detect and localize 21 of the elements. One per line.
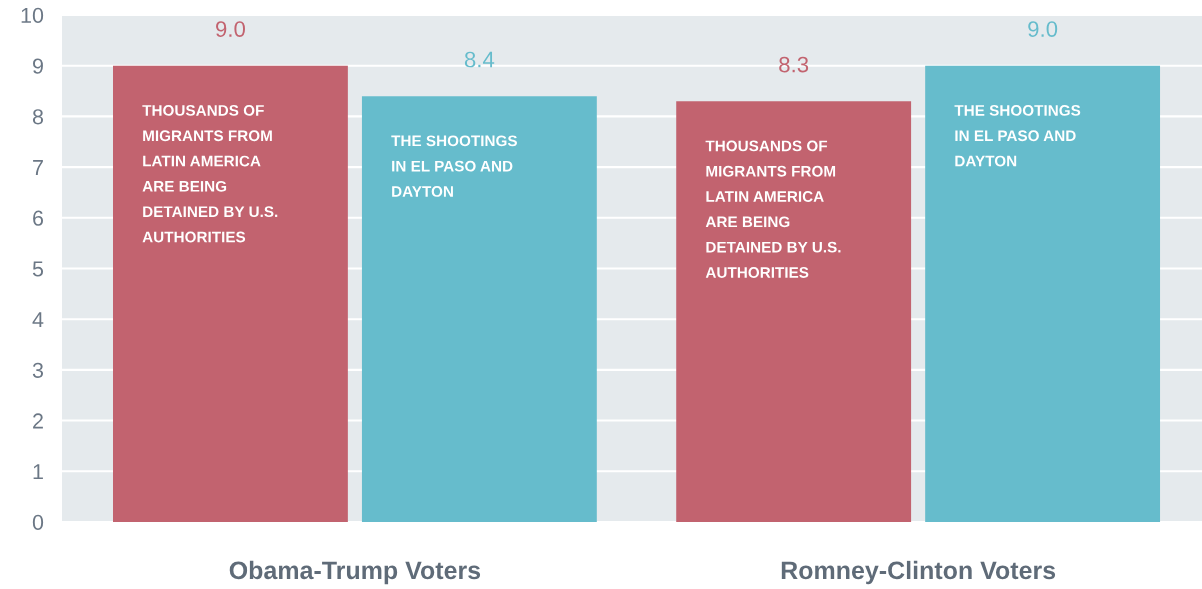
y-tick-label: 9	[33, 58, 43, 74]
text: THOUSANDS OF MIGRANTS FROM LATIN AMERICA ARE BEING DETAINED BY U.S. AUTHORITIES	[142, 105, 278, 243]
y-tick-label: 0	[32, 514, 44, 530]
data-label: 9.0	[1028, 21, 1058, 37]
x-tick-label: Obama-Trump Voters	[229, 560, 481, 585]
y-tick-label: 1	[33, 464, 43, 480]
series-label: THE SHOOTINGS IN EL PASO AND DAYTON	[391, 135, 517, 197]
y-tick-label: 8	[32, 109, 44, 125]
y-tick-label: 5	[32, 261, 44, 277]
data-label: 8.3	[779, 56, 809, 73]
y-tick-label: 3	[32, 362, 44, 378]
series-label: THOUSANDS OF MIGRANTS FROM LATIN AMERICA ARE BEING DETAINED BY U.S. AUTHORITIES	[705, 140, 841, 278]
y-tick-label: 4	[32, 312, 44, 327]
y-tick-label: 6	[33, 210, 44, 226]
y-tick-label: 10	[21, 7, 44, 24]
data-label: 8.4	[464, 51, 495, 68]
x-tick-label: Romney-Clinton Voters	[781, 560, 1056, 585]
text: THE SHOOTINGS IN EL PASO AND DAYTON	[954, 105, 1081, 167]
y-tick-label: 2	[33, 413, 43, 429]
data-label: 9.0	[216, 21, 246, 37]
y-tick-label: 7	[33, 160, 43, 175]
